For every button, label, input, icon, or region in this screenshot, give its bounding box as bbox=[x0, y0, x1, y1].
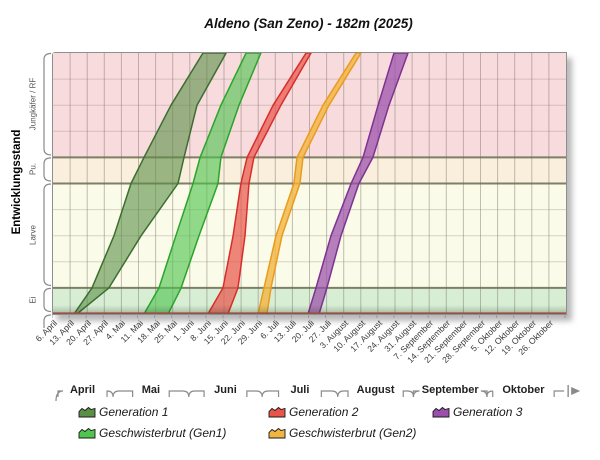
chart-canvas bbox=[53, 53, 566, 314]
series-band bbox=[207, 53, 312, 314]
legend-label: Generation 2 bbox=[289, 405, 359, 419]
legend-label: Generation 3 bbox=[453, 405, 523, 419]
legend-swatch-icon bbox=[78, 427, 96, 439]
legend-item: Generation 2 bbox=[268, 404, 358, 420]
month-label: August bbox=[356, 384, 395, 396]
legend-label: Geschwisterbrut (Gen2) bbox=[289, 426, 417, 440]
month-label: Juli bbox=[290, 384, 310, 396]
plot-area bbox=[52, 52, 567, 315]
legend-swatch-icon bbox=[268, 406, 286, 418]
y-axis-title: Entwicklungsstand bbox=[11, 129, 23, 235]
week-tick-marks bbox=[52, 314, 566, 318]
legend-swatch-icon bbox=[78, 406, 96, 418]
series-band bbox=[257, 53, 362, 314]
month-label: Mai bbox=[141, 384, 161, 396]
series-band bbox=[143, 53, 262, 314]
legend-item: Geschwisterbrut (Gen2) bbox=[268, 425, 416, 441]
stage-label: Larve bbox=[28, 224, 38, 245]
month-label: Juni bbox=[214, 384, 237, 396]
series-band bbox=[307, 53, 409, 314]
y-axis-stage-brackets bbox=[43, 52, 52, 328]
legend-item: Generation 3 bbox=[432, 404, 522, 420]
legend-label: Geschwisterbrut (Gen1) bbox=[99, 426, 227, 440]
stage-label: Jungkäfer / RF bbox=[28, 77, 38, 131]
month-axis-brackets bbox=[55, 385, 581, 402]
legend-item: Geschwisterbrut (Gen1) bbox=[78, 425, 226, 441]
legend-item: Generation 1 bbox=[78, 404, 168, 420]
chart-title: Aldeno (San Zeno) - 182m (2025) bbox=[204, 16, 413, 31]
chart-legend: Generation 1 Geschwisterbrut (Gen1) Gene… bbox=[78, 404, 588, 450]
month-label: Oktober bbox=[502, 384, 545, 396]
stage-label: Pu. bbox=[28, 163, 38, 176]
legend-swatch-icon bbox=[268, 427, 286, 439]
stage-label: Ei bbox=[28, 296, 38, 304]
month-label: April bbox=[69, 384, 96, 396]
series-band bbox=[73, 53, 227, 314]
month-label: September bbox=[421, 384, 479, 396]
legend-label: Generation 1 bbox=[99, 405, 169, 419]
legend-swatch-icon bbox=[432, 406, 450, 418]
